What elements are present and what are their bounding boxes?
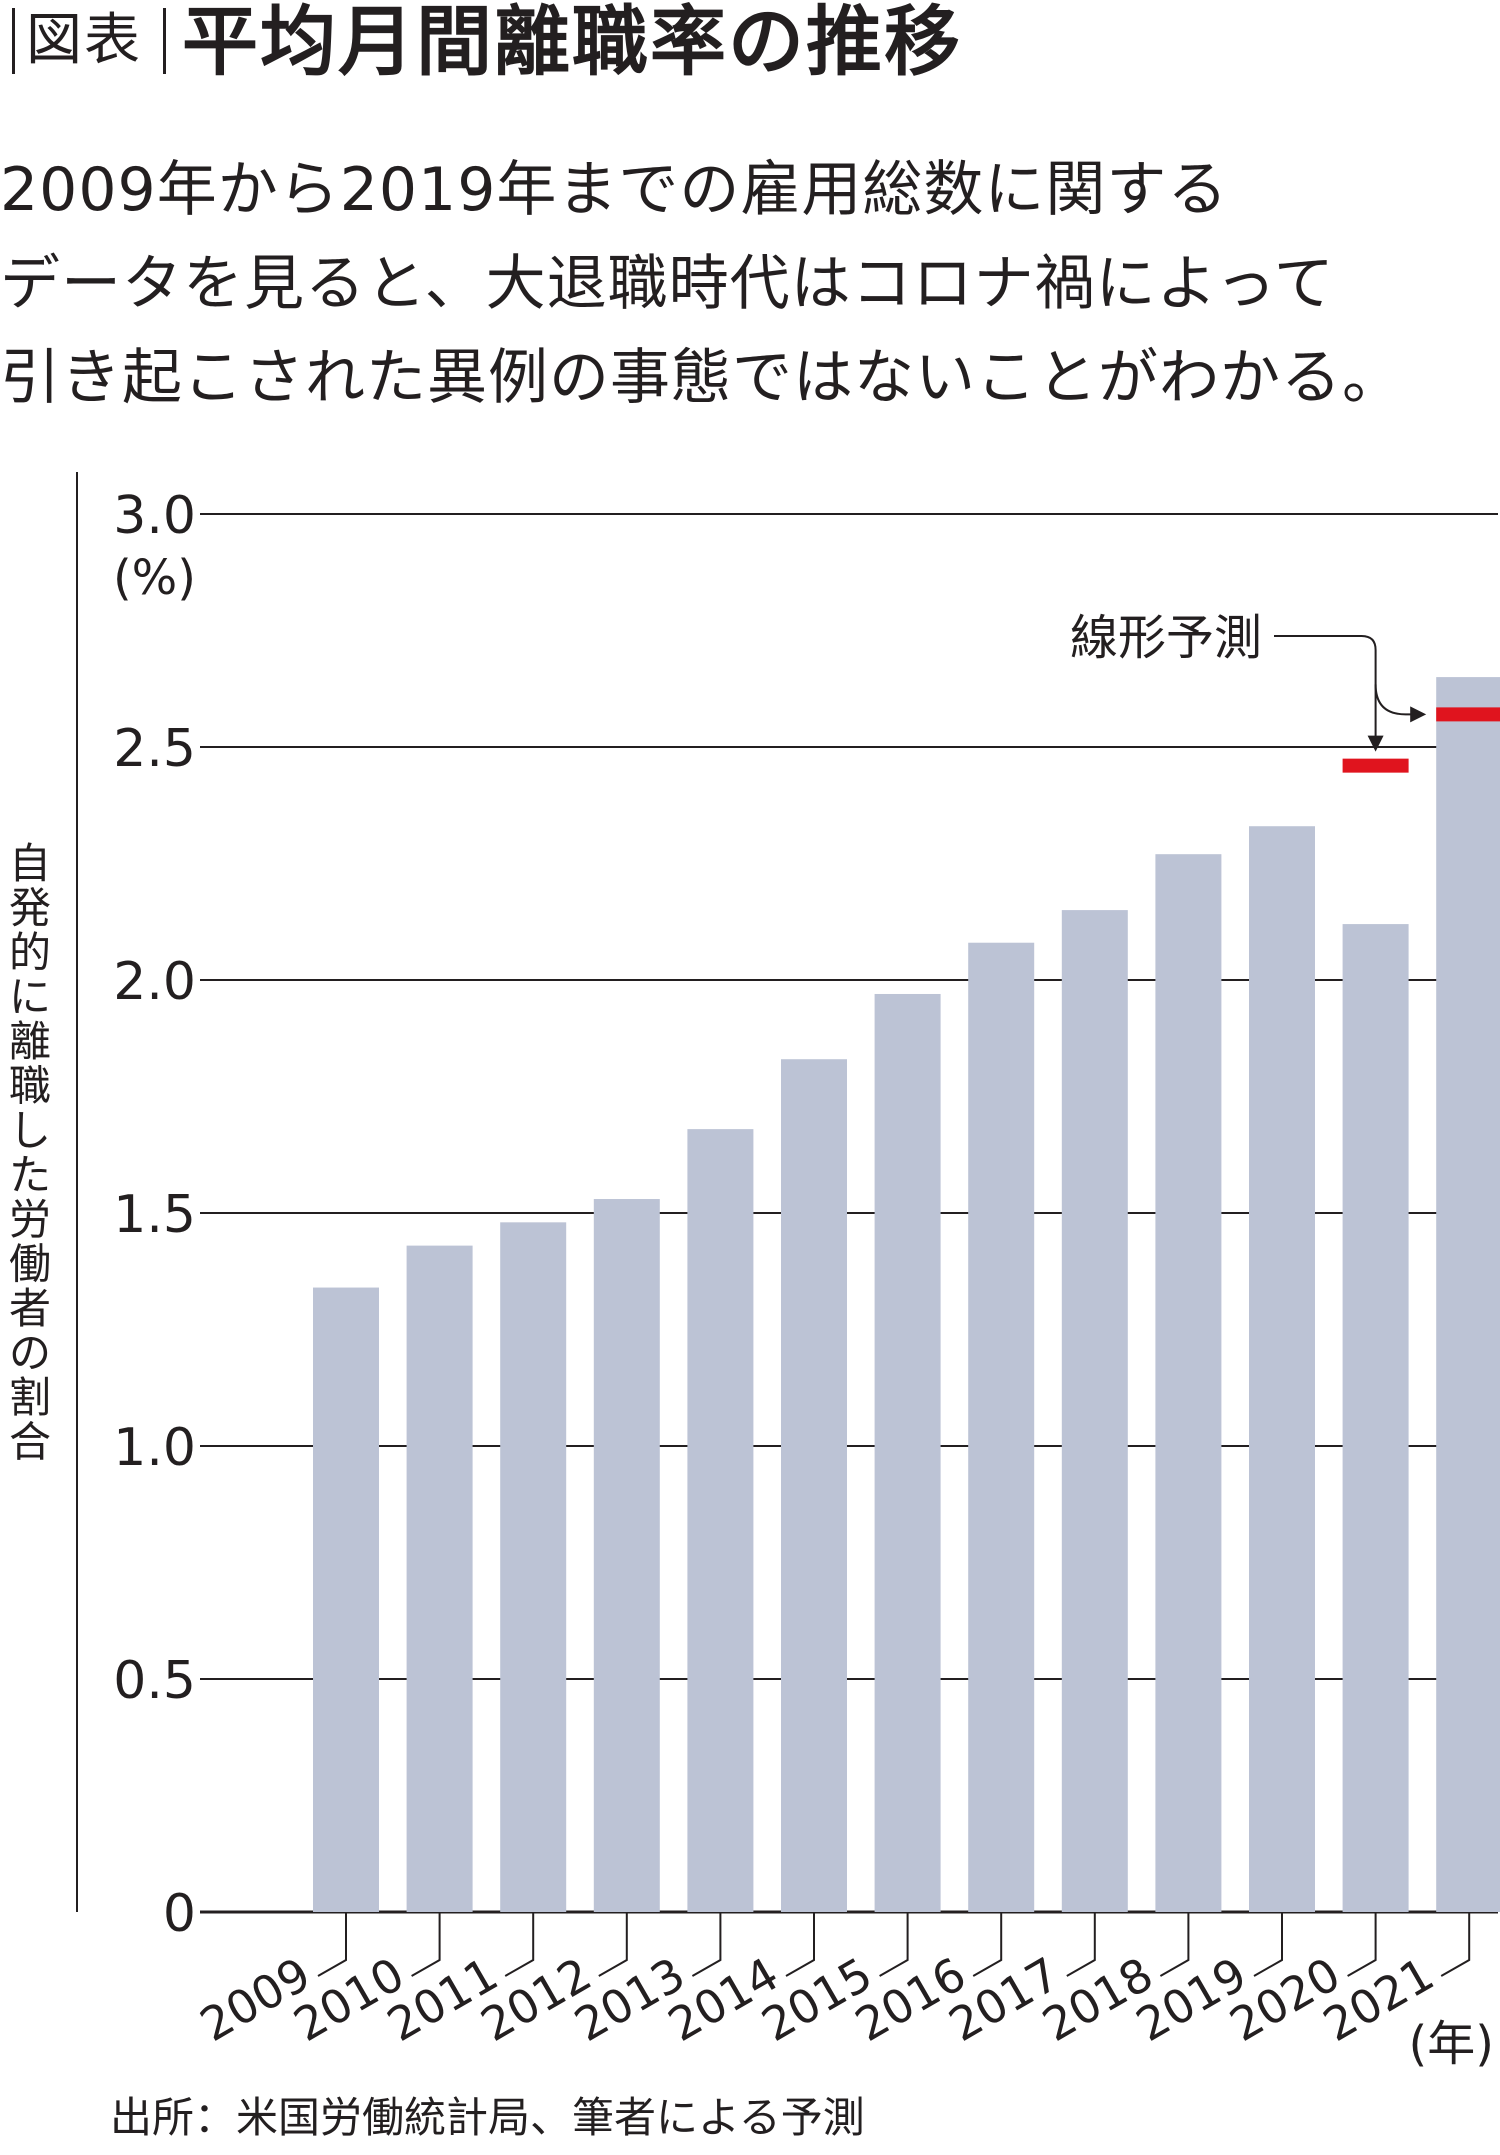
- y-axis-title-char: に: [9, 973, 51, 1022]
- x-tick-leader: [411, 1912, 441, 1977]
- description-line: 2009年から2019年までの雇用総数に関する: [0, 155, 1229, 225]
- y-tick-label: 1.5: [113, 1185, 196, 1245]
- figure-description: 2009年から2019年までの雇用総数に関する データを見ると、大退職時代はコロ…: [0, 143, 1500, 425]
- bar-2012: [593, 1199, 660, 1912]
- x-tick-leader: [785, 1912, 815, 1977]
- x-tick-leader: [1159, 1912, 1190, 1977]
- bar-2014: [781, 1059, 847, 1912]
- y-axis-title-char: 割: [9, 1373, 51, 1422]
- y-tick-label: 0: [163, 1884, 196, 1944]
- bar-2020: [1342, 924, 1409, 1912]
- y-tick-label: 1.0: [113, 1418, 196, 1478]
- y-tick-label: 2.5: [113, 719, 196, 779]
- y-axis-title-char: 発: [9, 884, 51, 933]
- bars: [313, 677, 1500, 1913]
- x-tick-leader: [1347, 1912, 1377, 1977]
- forecast-callout-line: [1274, 635, 1377, 744]
- forecast-marker: [1436, 707, 1500, 722]
- y-tick-label: 3.0: [113, 486, 196, 546]
- header-divider-right: [163, 8, 166, 74]
- y-axis-title-char: 職: [9, 1062, 51, 1111]
- bar-2011: [500, 1222, 567, 1912]
- bar-2018: [1155, 854, 1222, 1913]
- y-tick-label: 2.0: [113, 952, 196, 1012]
- description-line: データを見ると、大退職時代はコロナ禍によって: [0, 249, 1335, 319]
- bar-2021: [1436, 677, 1500, 1912]
- x-tick-leader: [1440, 1912, 1471, 1977]
- bar-2019: [1249, 826, 1315, 1912]
- x-tick-leader: [691, 1912, 722, 1977]
- forecast-marker: [1342, 758, 1409, 773]
- x-tick-leader: [504, 1912, 535, 1977]
- figure-tag: 図表: [26, 8, 142, 73]
- bar-2016: [968, 942, 1035, 1912]
- bar-2009: [313, 1287, 379, 1912]
- y-axis-title-char: た: [9, 1151, 51, 1200]
- x-tick-labels: 2009201020112012201320142015201620172018…: [191, 1912, 1471, 2052]
- y-axis-title-char: 的: [9, 928, 51, 977]
- bar-2010: [406, 1245, 473, 1912]
- y-tick-labels: 0 0.5 1.0 1.5 2.0 2.5 3.0: [113, 486, 196, 1944]
- y-axis-title-char: 合: [9, 1418, 51, 1467]
- y-axis-title-char: し: [9, 1106, 51, 1155]
- source-note: 出所：米国労働統計局、筆者による予測: [110, 2093, 865, 2142]
- x-unit-label: (年): [1409, 2016, 1494, 2072]
- figure-header: 図表 平均月間離職率の推移: [0, 0, 1500, 100]
- x-tick-leader: [1253, 1912, 1283, 1977]
- x-tick-leader: [972, 1912, 1003, 1977]
- y-axis-title-char: 働: [9, 1240, 51, 1289]
- y-axis-title-char: 労: [9, 1195, 51, 1244]
- bar-2017: [1061, 910, 1128, 1912]
- y-axis-title-char: 者: [9, 1284, 51, 1333]
- forecast-callout-line: [1374, 684, 1413, 716]
- description-line: 引き起こされた異例の事態ではないことがわかる。: [0, 343, 1403, 413]
- x-tick-leader: [598, 1912, 628, 1977]
- x-tick-leader: [1066, 1912, 1096, 1977]
- linear-forecast: 線形予測: [1070, 610, 1500, 773]
- y-axis-title-char: 自: [9, 839, 51, 888]
- y-unit-label: (%): [113, 550, 196, 606]
- y-axis-title-char: の: [9, 1329, 51, 1378]
- bar-2015: [874, 993, 941, 1912]
- x-tick-leader: [317, 1912, 347, 1977]
- y-axis-title-char: 離: [9, 1017, 51, 1066]
- figure-title: 平均月間離職率の推移: [182, 0, 962, 86]
- header-divider-left: [12, 8, 15, 74]
- forecast-label: 線形予測: [1070, 610, 1262, 666]
- bar-2013: [687, 1129, 754, 1912]
- arrow-icon: [1410, 706, 1427, 723]
- x-tick-leader: [879, 1912, 909, 1977]
- arrow-icon: [1367, 735, 1384, 752]
- y-tick-label: 0.5: [113, 1651, 196, 1711]
